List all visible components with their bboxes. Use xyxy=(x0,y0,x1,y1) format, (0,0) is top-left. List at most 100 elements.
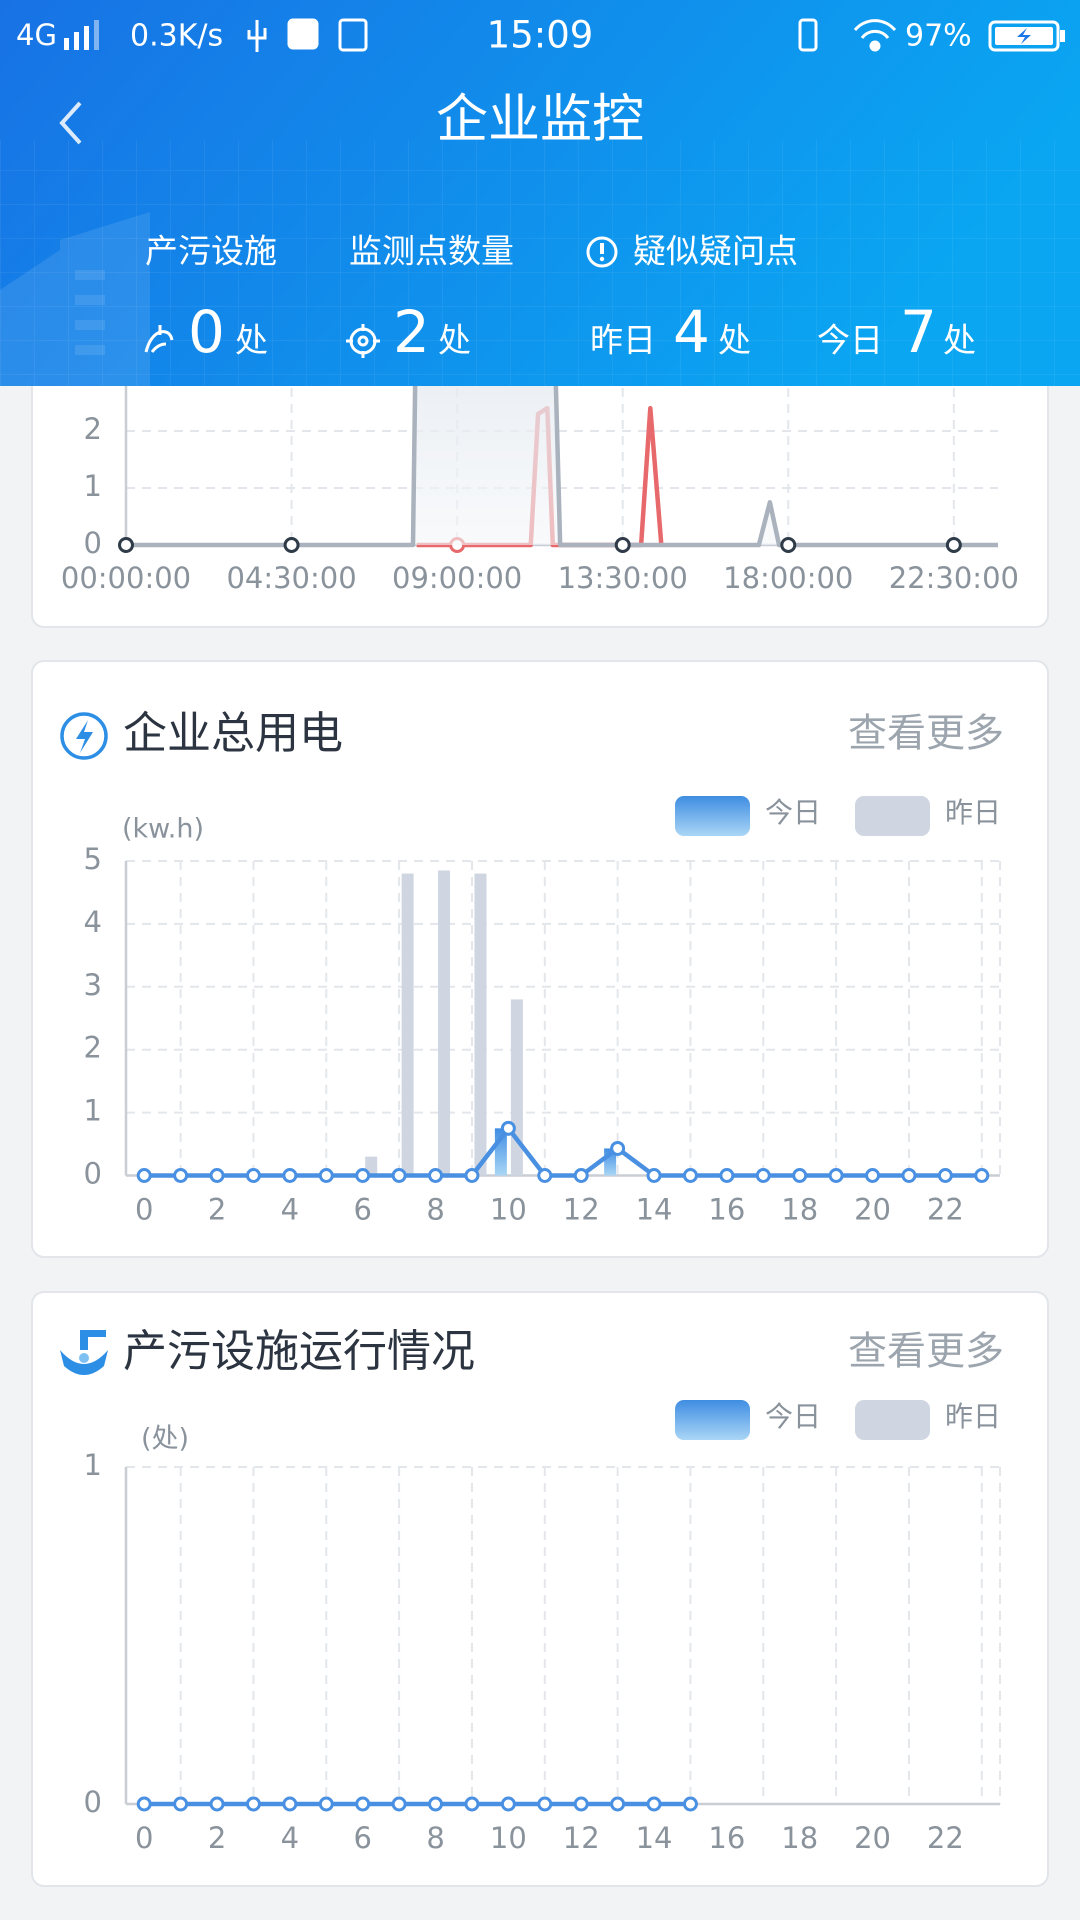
summary-unit: 处 xyxy=(943,321,976,360)
line-marker xyxy=(318,1796,334,1812)
line-marker xyxy=(209,1168,225,1183)
clock: 15:09 xyxy=(487,14,594,57)
line-marker xyxy=(682,1168,698,1183)
legend-label: 昨日 xyxy=(945,796,1001,829)
net-speed: 0.3K/s xyxy=(130,19,223,54)
page-title: 企业监控 xyxy=(436,90,644,150)
x-tick-label: 22 xyxy=(927,1821,964,1855)
x-tick-label: 18 xyxy=(781,1821,818,1855)
x-tick-label: 13:30:00 xyxy=(558,561,688,595)
line-marker xyxy=(537,1796,553,1812)
line-marker xyxy=(245,1168,261,1183)
line-marker xyxy=(500,1120,516,1136)
bar xyxy=(510,999,523,1176)
summary-value: 4 xyxy=(673,298,710,366)
line-marker xyxy=(937,1168,953,1183)
header-grid xyxy=(0,140,1080,386)
legend-swatch xyxy=(855,1400,930,1440)
header: 4G 0.3K/s 15:09 97% 企业监控 产污设施 监测点数量 xyxy=(0,0,1080,386)
facility-small-icon xyxy=(144,325,174,353)
y-tick-label: 1 xyxy=(84,1448,102,1482)
line-marker xyxy=(828,1168,844,1183)
y-tick-label: 4 xyxy=(84,905,102,939)
line-marker xyxy=(209,1796,225,1812)
line-marker xyxy=(391,1168,407,1183)
x-tick-label: 18 xyxy=(781,1193,818,1227)
line-marker xyxy=(719,1168,735,1183)
x-tick-label: 2 xyxy=(208,1193,226,1227)
y-tick-label: 5 xyxy=(84,842,102,876)
line-marker xyxy=(537,1168,553,1183)
summary-unit: 处 xyxy=(438,321,471,360)
summary-unit: 处 xyxy=(235,321,268,360)
view-more[interactable]: 查看更多 xyxy=(848,1330,1004,1375)
y-axis-label: (kw.h) xyxy=(122,814,204,845)
power-icon xyxy=(60,712,108,760)
line-marker xyxy=(428,1168,444,1183)
building-decor xyxy=(0,212,150,386)
x-tick-label: 22 xyxy=(927,1193,964,1227)
summary-label: 监测点数量 xyxy=(349,232,514,271)
summary-value: 0 xyxy=(188,298,225,366)
x-tick-label: 09:00:00 xyxy=(392,561,522,595)
line-marker xyxy=(792,1168,808,1183)
line-marker xyxy=(173,1168,189,1183)
facility-icon xyxy=(60,1330,108,1375)
line-marker xyxy=(780,537,797,553)
line-marker xyxy=(974,1168,990,1183)
battery-icon xyxy=(988,20,1065,52)
line-marker xyxy=(901,1168,917,1183)
line-marker xyxy=(355,1796,371,1812)
line-marker xyxy=(282,1168,298,1183)
y-tick-label: 0 xyxy=(84,1157,102,1191)
card xyxy=(31,660,1049,1258)
line-marker xyxy=(865,1168,881,1183)
x-tick-label: 10 xyxy=(490,1193,527,1227)
line-marker xyxy=(136,1796,152,1812)
usb-icons xyxy=(247,18,368,52)
line-marker xyxy=(355,1168,371,1183)
section-title: 企业总用电 xyxy=(123,708,343,759)
view-more[interactable]: 查看更多 xyxy=(848,712,1004,757)
legend-label: 昨日 xyxy=(945,1400,1001,1433)
y-tick-label: 0 xyxy=(84,1785,102,1819)
y-tick-label: 1 xyxy=(84,469,102,503)
line-marker xyxy=(245,1796,261,1812)
line-marker xyxy=(464,1168,480,1183)
y-tick-label: 3 xyxy=(84,968,102,1002)
x-tick-label: 14 xyxy=(636,1821,673,1855)
card xyxy=(31,1291,1049,1887)
line-marker xyxy=(173,1796,189,1812)
line-marker xyxy=(500,1796,516,1812)
legend-label: 今日 xyxy=(765,1400,821,1433)
x-tick-label: 22:30:00 xyxy=(889,561,1019,595)
legend-swatch xyxy=(855,796,930,836)
status-icons xyxy=(798,18,897,52)
summary-unit: 处 xyxy=(718,321,751,360)
x-tick-label: 16 xyxy=(708,1193,745,1227)
line-marker xyxy=(282,1796,298,1812)
y-tick-label: 2 xyxy=(84,412,102,446)
back-button[interactable] xyxy=(59,101,82,145)
summary-value: 2 xyxy=(393,298,430,366)
x-tick-label: 20 xyxy=(854,1821,891,1855)
summary-prefix: 今日 xyxy=(817,321,883,360)
x-tick-label: 8 xyxy=(426,1193,444,1227)
x-tick-label: 4 xyxy=(281,1193,299,1227)
line-marker xyxy=(610,1140,626,1156)
bar xyxy=(401,873,414,1176)
content: 00:00:00 04:30:00 09:00:00 13:30:00 18:00:00… xyxy=(31,241,1049,1887)
y-axis-label: (处) xyxy=(141,1424,189,1455)
line-marker xyxy=(573,1796,589,1812)
battery-level: 97% xyxy=(905,19,972,54)
line-marker xyxy=(646,1168,662,1183)
network: 4G xyxy=(16,18,57,52)
summary-label: 疑似疑问点 xyxy=(633,232,798,271)
legend-swatch xyxy=(675,1400,750,1440)
legend-swatch xyxy=(675,796,750,836)
line-marker xyxy=(610,1796,626,1812)
line-marker xyxy=(428,1796,444,1812)
x-tick-label: 14 xyxy=(636,1193,673,1227)
